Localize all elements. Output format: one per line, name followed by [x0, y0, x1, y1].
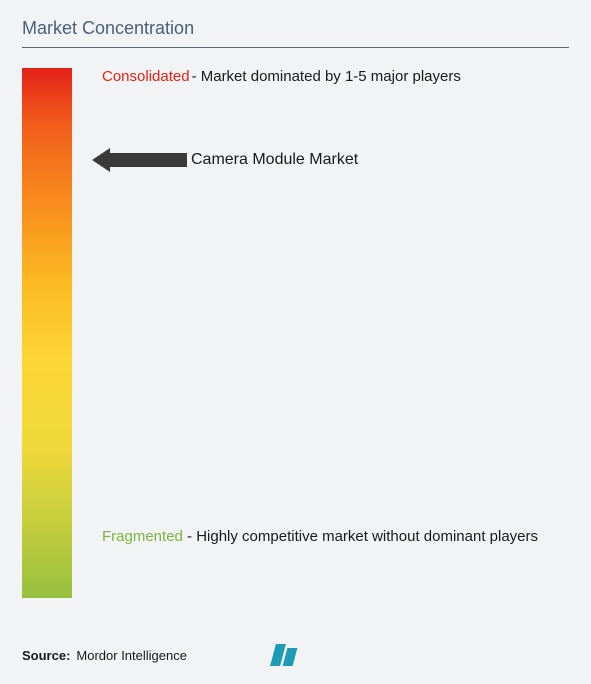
title-divider — [22, 47, 569, 48]
fragmented-term: Fragmented — [102, 528, 183, 545]
concentration-gradient-bar — [22, 68, 72, 598]
source-name: Mordor Intelligence — [76, 648, 187, 663]
source-footer: Source: Mordor Intelligence — [22, 644, 295, 666]
consolidated-label-row: Consolidated - Market dominated by 1-5 m… — [102, 68, 461, 85]
source-label: Source: — [22, 648, 70, 663]
consolidated-description: - Market dominated by 1-5 major players — [192, 68, 461, 85]
fragmented-label-row: Fragmented - Highly competitive market w… — [102, 523, 542, 552]
diagram-area: Consolidated - Market dominated by 1-5 m… — [22, 68, 569, 618]
market-name-label: Camera Module Market — [191, 151, 358, 169]
mordor-logo-icon — [273, 644, 295, 666]
arrow-left-icon — [92, 148, 187, 172]
page-title: Market Concentration — [22, 18, 569, 39]
fragmented-description: - Highly competitive market without domi… — [187, 528, 538, 545]
consolidated-term: Consolidated — [102, 68, 190, 85]
market-pointer-row: Camera Module Market — [92, 148, 358, 172]
